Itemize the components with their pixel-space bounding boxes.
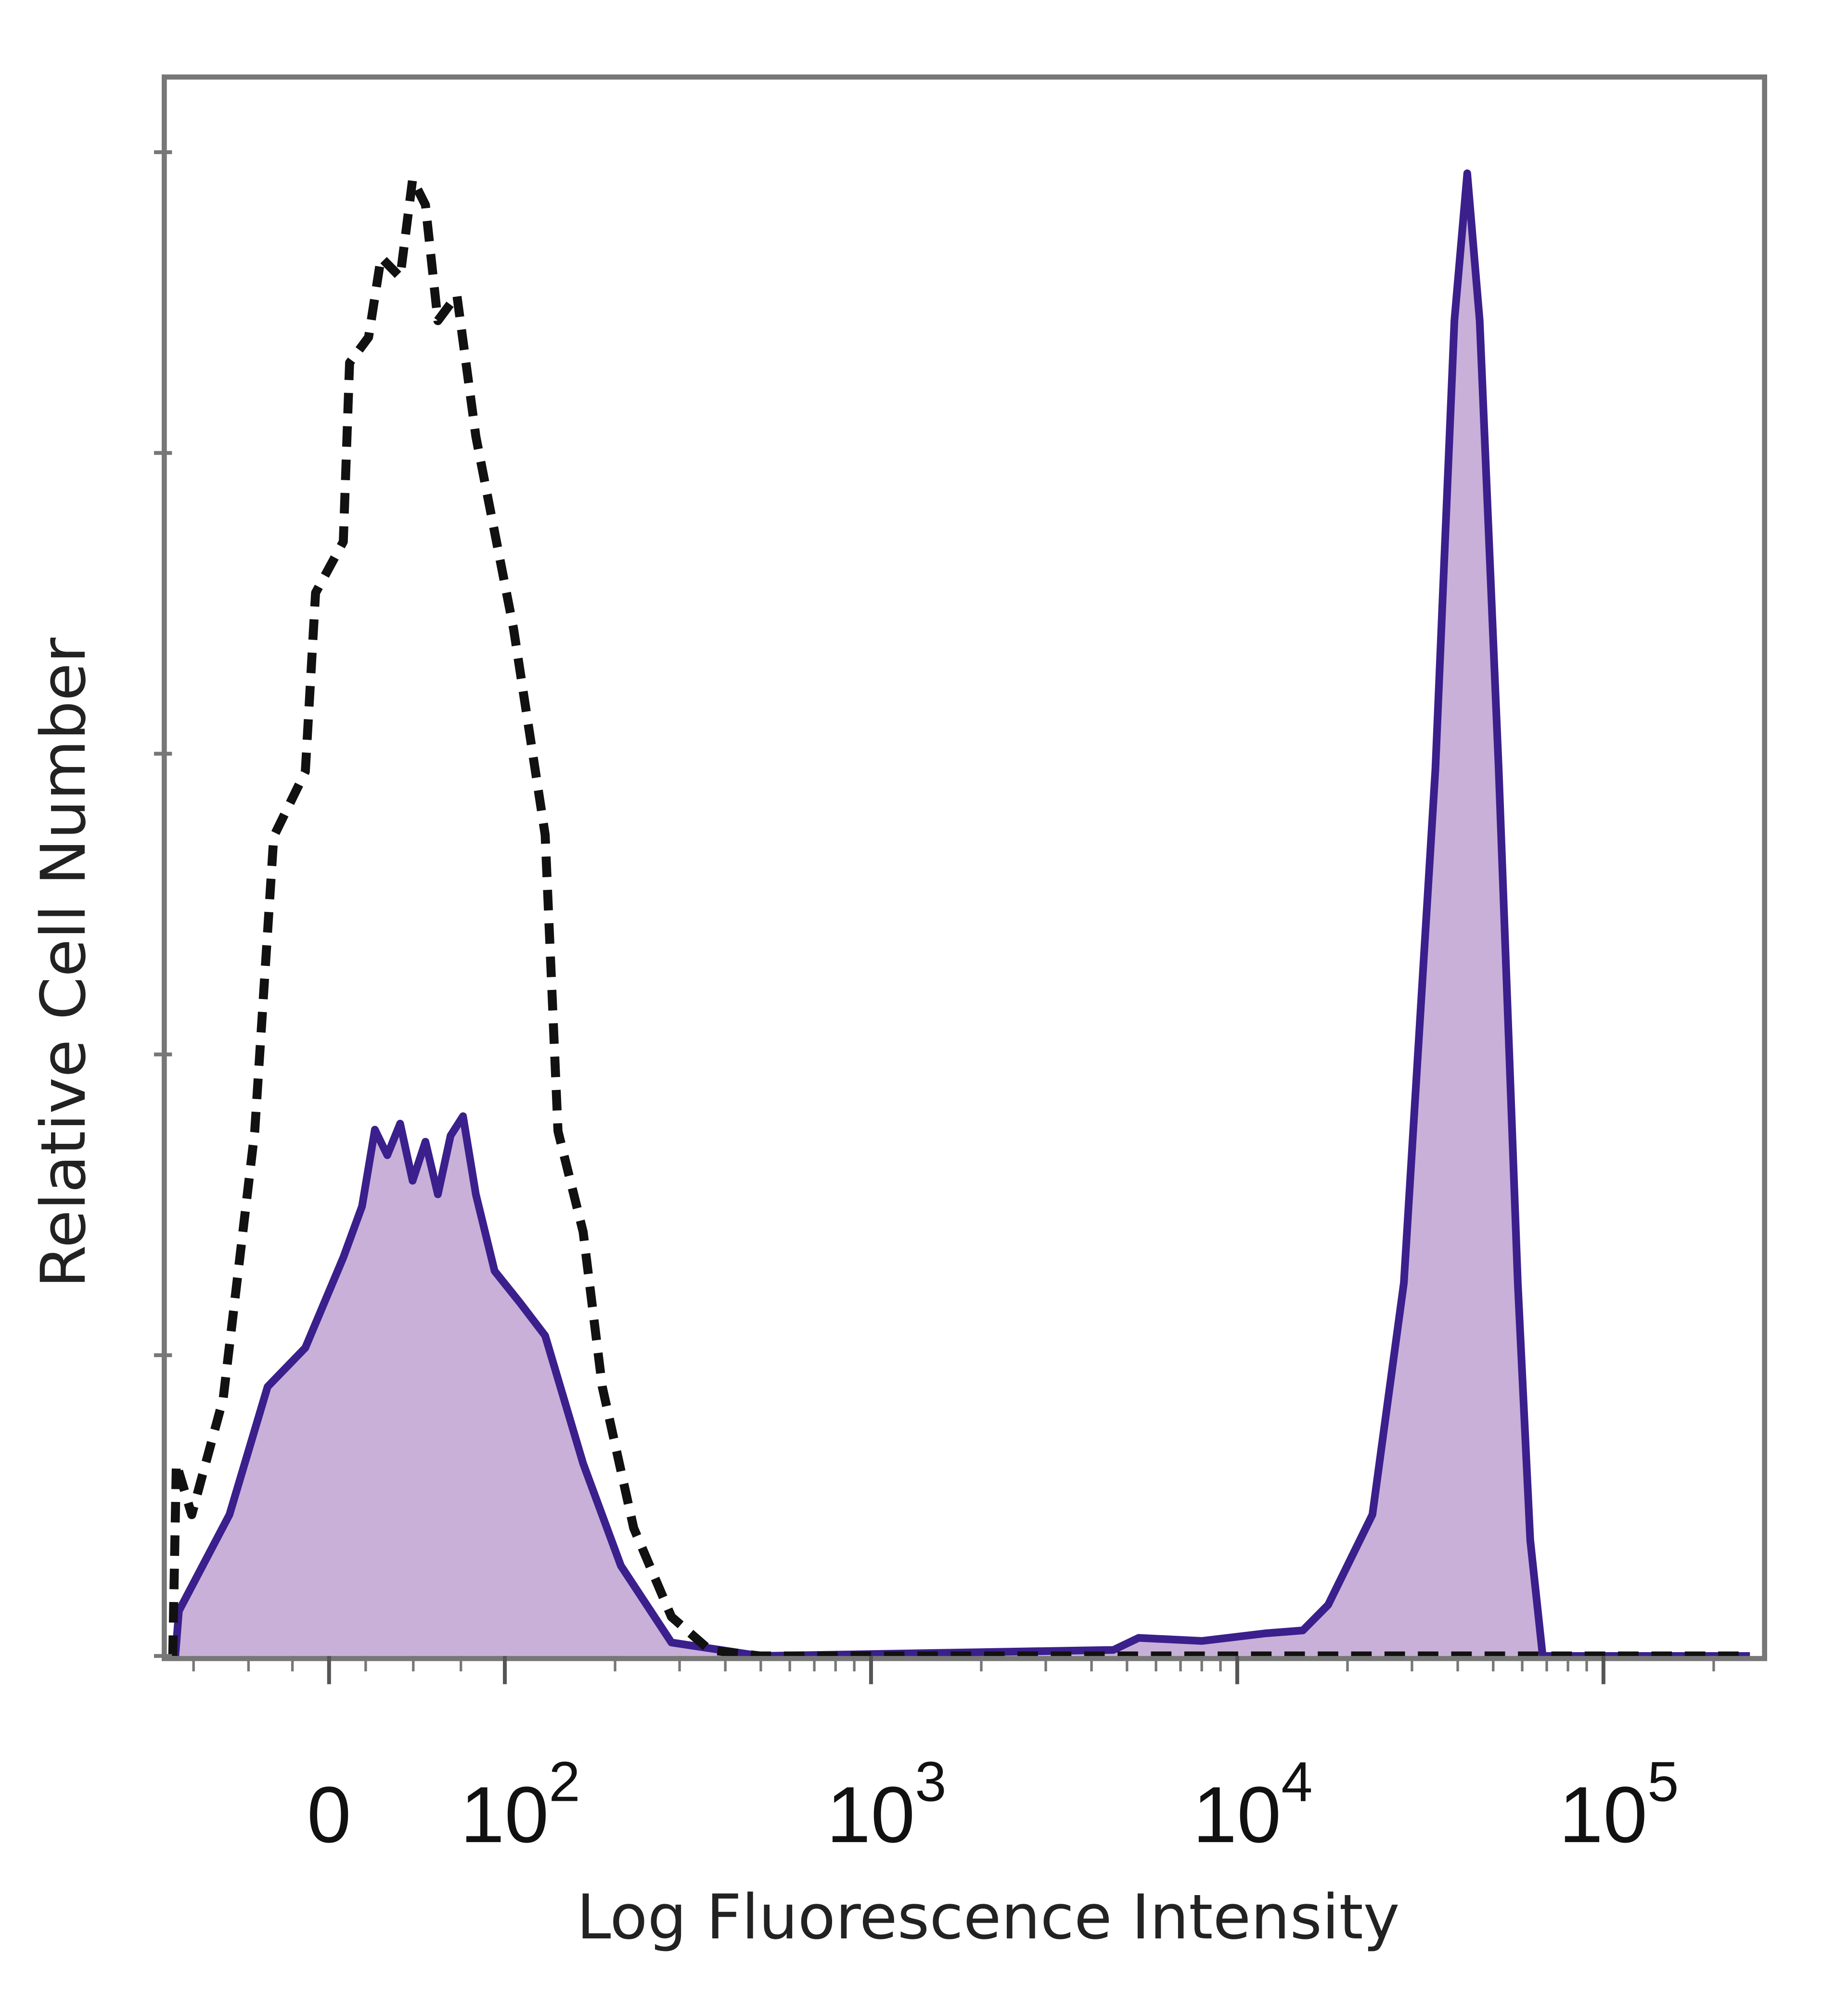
x-tick-label: 102 <box>460 1750 580 1859</box>
y-axis-title: Relative Cell Number <box>28 638 100 1288</box>
x-tick-label: 103 <box>826 1750 946 1859</box>
x-tick-label: 104 <box>1193 1750 1312 1859</box>
stained-histogram-fill <box>175 173 1750 1656</box>
isotype-control-line <box>168 175 1750 1661</box>
stained-histogram-line <box>171 169 1750 1660</box>
x-axis-title: Log Fluorescence Intensity <box>577 1882 1399 1953</box>
plot-frame <box>162 74 1767 1661</box>
x-tick-label: 0 <box>307 1770 351 1859</box>
x-tick-label: 105 <box>1559 1750 1679 1859</box>
